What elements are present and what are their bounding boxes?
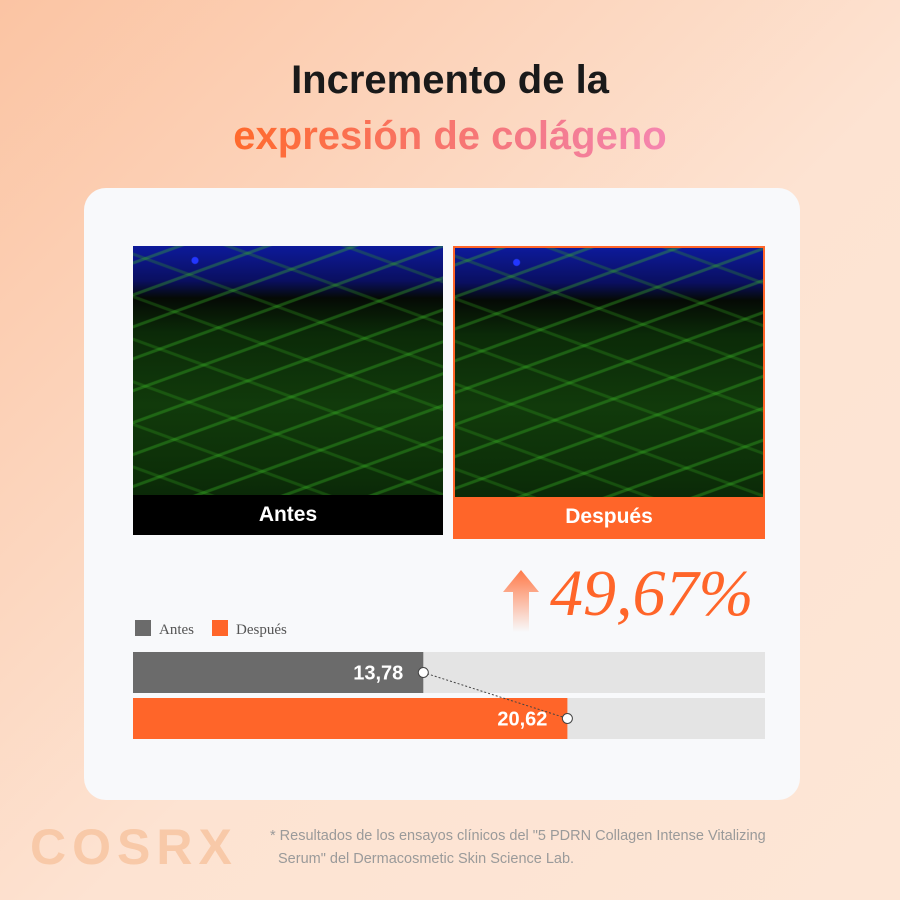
subtitle: expresión de colágeno — [0, 114, 900, 159]
bar — [133, 652, 424, 693]
value-label: 13,78 — [353, 663, 403, 685]
increase-label: 49,67% — [550, 557, 754, 630]
bar-end-marker — [561, 713, 573, 724]
title: Incremento de la — [291, 58, 609, 102]
bar — [133, 698, 568, 739]
legend-label: Antes — [159, 622, 194, 638]
footnote: * Resultados de los ensayos clínicos del… — [270, 828, 766, 844]
legend-label: Después — [236, 622, 287, 638]
value-label: 20,62 — [497, 709, 547, 731]
brand: COSRX — [30, 819, 238, 875]
legend-swatch — [212, 620, 228, 636]
up-arrow — [503, 570, 539, 632]
footnote: Serum" del Dermacosmetic Skin Science La… — [278, 851, 575, 867]
connector — [423, 672, 568, 719]
after-image: Después — [453, 246, 765, 539]
image-label: Después — [455, 497, 763, 537]
legend-swatch — [135, 620, 151, 636]
bar-end-marker — [417, 667, 429, 678]
before-image: Antes — [133, 246, 443, 535]
subtitle-text: expresión de colágeno — [233, 114, 667, 158]
image-label: Antes — [133, 495, 443, 535]
